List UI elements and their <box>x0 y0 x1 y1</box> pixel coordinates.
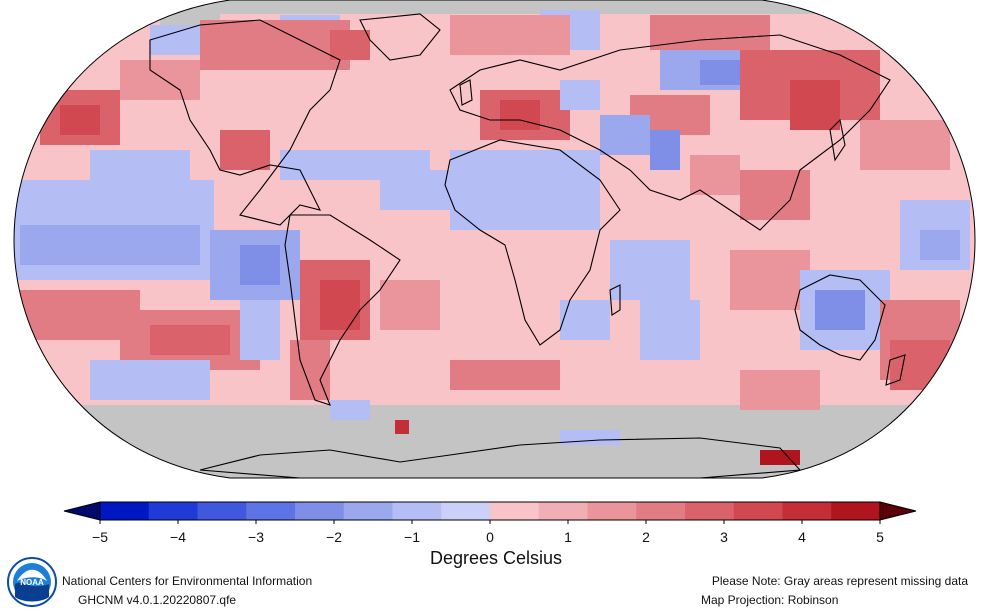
globe-border <box>13 0 976 479</box>
anomaly-cell <box>740 170 810 220</box>
antarctica-outline <box>199 437 802 478</box>
anomaly-cell <box>600 115 650 155</box>
anomaly-cell <box>560 430 620 445</box>
colorbar-swatch <box>343 502 393 520</box>
missing-data-note: Please Note: Gray areas represent missin… <box>711 574 968 588</box>
anomaly-cell <box>330 400 370 420</box>
anomaly-cell <box>730 250 810 310</box>
anomaly-cell <box>450 360 560 390</box>
colorbar-tick-label: 1 <box>564 529 572 545</box>
anomaly-cell <box>920 230 960 260</box>
colorbar-swatch <box>831 502 881 520</box>
greenland-outline <box>359 13 441 61</box>
madagascar-outline <box>609 284 621 316</box>
projection-note: Map Projection: Robinson <box>701 593 839 607</box>
colorbar-tick-label: −5 <box>92 529 108 545</box>
colorbar: −5 −4 −3 −2 −1 0 1 2 3 4 5 <box>0 496 992 556</box>
logo-text: NOAA <box>20 578 44 587</box>
anomaly-cell <box>290 340 330 400</box>
anomaly-cell <box>240 300 280 360</box>
anomaly-cell <box>860 120 950 170</box>
anomaly-cell <box>60 105 100 135</box>
colorbar-swatch <box>538 502 588 520</box>
north-america-outline <box>149 19 341 226</box>
anomaly-cell <box>760 450 800 465</box>
anomaly-cell <box>500 190 560 230</box>
colorbar-swatch <box>685 502 735 520</box>
anomaly-cell <box>220 130 270 170</box>
new-zealand-outline <box>885 354 906 386</box>
anomaly-cell <box>395 420 409 434</box>
logo-wave <box>15 582 49 602</box>
colorbar-swatch <box>587 502 637 520</box>
anomaly-cell <box>650 130 680 170</box>
colorbar-title: Degrees Celsius <box>429 548 563 568</box>
anomaly-cell <box>380 280 440 330</box>
anomaly-cell <box>815 290 865 330</box>
colorbar-tick-label: −2 <box>326 529 342 545</box>
anomaly-cell <box>650 15 770 50</box>
missing-area <box>14 0 975 14</box>
anomaly-cell <box>90 360 210 400</box>
anomaly-cell <box>330 30 370 60</box>
japan-outline <box>829 118 846 162</box>
colorbar-swatch <box>490 502 540 520</box>
org-name: National Centers for Environmental Infor… <box>62 574 313 588</box>
missing-area <box>14 405 975 478</box>
colorbar-over-arrow <box>879 501 917 521</box>
colorbar-tick-label: 4 <box>798 529 806 545</box>
colorbar-swatches <box>100 502 881 520</box>
anomaly-cell <box>700 60 740 85</box>
anomaly-cell <box>200 20 350 70</box>
logo-gull <box>17 569 47 581</box>
colorbar-swatch <box>782 502 832 520</box>
colorbar-swatch <box>441 502 491 520</box>
colorbar-tick-label: −4 <box>170 529 186 545</box>
anomaly-cell <box>20 225 200 265</box>
south-america-outline <box>284 214 401 406</box>
anomaly-cell <box>740 370 820 410</box>
land-outlines <box>149 13 906 478</box>
colorbar-tick-label: 2 <box>642 529 650 545</box>
colorbar-swatch <box>246 502 296 520</box>
colorbar-tick-label: −1 <box>404 529 420 545</box>
colorbar-ticks: −5 −4 −3 −2 −1 0 1 2 3 4 5 <box>92 520 884 545</box>
anomaly-cell <box>120 60 200 100</box>
colorbar-swatch <box>148 502 198 520</box>
uk-outline <box>459 79 473 106</box>
colorbar-swatch <box>392 502 442 520</box>
africa-outline <box>444 139 621 346</box>
map-canvas <box>13 0 976 479</box>
anomaly-cell <box>790 80 840 130</box>
europe-asia-outline <box>449 34 891 231</box>
colorbar-swatch <box>295 502 345 520</box>
temperature-anomaly-map <box>13 0 976 479</box>
anomaly-grid <box>14 0 975 478</box>
anomaly-cell <box>150 325 230 355</box>
anomaly-cell <box>610 240 690 300</box>
colorbar-swatch <box>733 502 783 520</box>
colorbar-tick-label: 0 <box>486 529 494 545</box>
colorbar-tick-label: −3 <box>248 529 264 545</box>
colorbar-under-arrow <box>63 501 101 521</box>
colorbar-swatch <box>197 502 247 520</box>
anomaly-cell <box>690 155 740 195</box>
anomaly-cell <box>500 100 540 130</box>
anomaly-cell <box>320 280 360 330</box>
noaa-logo: NOAA <box>7 557 57 607</box>
anomaly-cell <box>380 170 460 210</box>
colorbar-tick-label: 5 <box>876 529 884 545</box>
dataset-version: GHCNM v4.0.1.20220807.qfe <box>78 593 237 607</box>
colorbar-swatch <box>636 502 686 520</box>
colorbar-svg: −5 −4 −3 −2 −1 0 1 2 3 4 5 <box>63 501 917 545</box>
colorbar-tick-label: 3 <box>720 529 728 545</box>
anomaly-cell <box>240 245 280 285</box>
anomaly-cell <box>450 15 570 55</box>
colorbar-swatch <box>100 502 150 520</box>
anomaly-cell <box>90 150 190 200</box>
anomaly-cell <box>560 80 600 110</box>
anomaly-cell <box>640 300 700 360</box>
australia-outline <box>794 274 886 361</box>
